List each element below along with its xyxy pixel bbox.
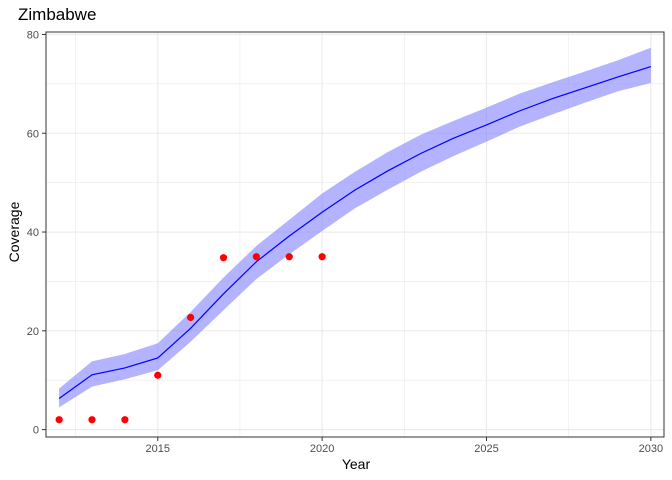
plot-panel-border [45, 31, 665, 438]
x-axis-ticks: 2015 2020 2025 2030 [146, 437, 663, 455]
data-point [219, 254, 228, 262]
y-tick-label: 0 [33, 425, 39, 437]
chart-title: Zimbabwe [18, 5, 96, 24]
data-point [187, 313, 195, 322]
observed-points [55, 253, 326, 424]
x-tick-label: 2015 [146, 443, 170, 455]
data-point [88, 416, 96, 424]
x-tick-label: 2025 [474, 443, 498, 455]
data-point [318, 253, 326, 261]
x-tick-label: 2030 [639, 443, 663, 455]
y-tick-label: 40 [27, 227, 39, 239]
data-point [252, 253, 260, 261]
trend-line [58, 66, 652, 399]
data-point [285, 253, 293, 261]
y-axis-title: Coverage [6, 201, 22, 262]
data-point [121, 416, 129, 424]
confidence-band [59, 47, 651, 408]
x-axis-title: Year [342, 456, 371, 472]
data-point [154, 371, 162, 379]
y-tick-label: 20 [27, 326, 39, 338]
data-point [55, 416, 63, 424]
grid [46, 32, 664, 437]
y-tick-label: 60 [27, 128, 39, 140]
x-tick-label: 2020 [310, 443, 334, 455]
y-tick-label: 80 [27, 29, 39, 41]
y-axis-ticks: 0 20 40 60 80 [27, 29, 46, 437]
